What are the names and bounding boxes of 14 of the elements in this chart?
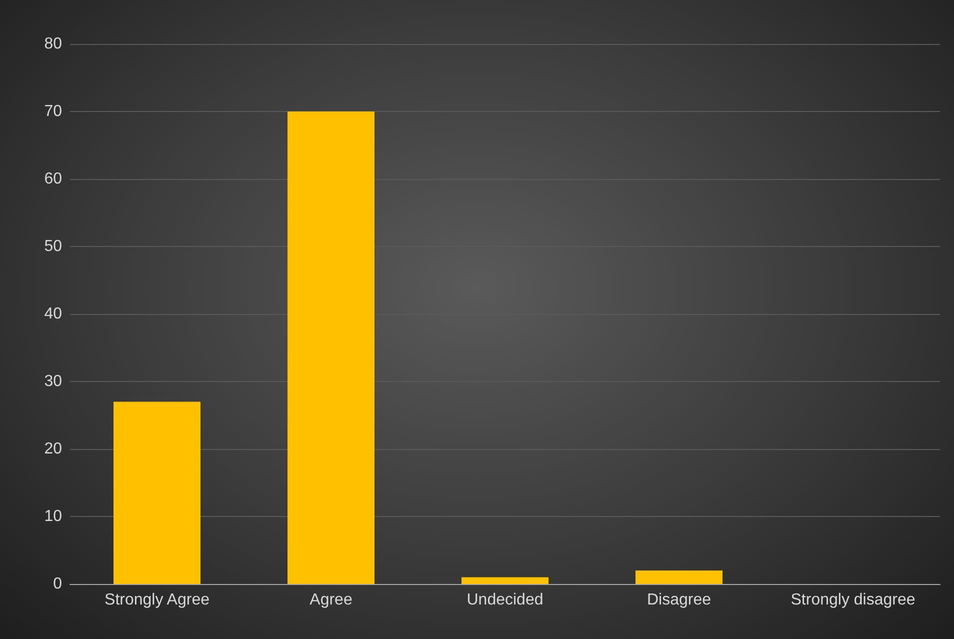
x-tick-label: Undecided — [466, 592, 544, 608]
x-tick-label: Disagree — [646, 592, 712, 608]
x-tick-label: Strongly Agree — [104, 592, 210, 608]
x-tick-label: Agree — [310, 592, 352, 608]
y-tick-label: 40 — [44, 306, 62, 322]
y-tick-label: 30 — [44, 373, 62, 390]
y-tick-label: 50 — [44, 238, 62, 255]
y-tick-label: 80 — [44, 36, 62, 52]
y-tick-label: 10 — [44, 508, 62, 525]
y-tick-label: 60 — [44, 170, 62, 188]
y-tick-label: 20 — [44, 440, 62, 458]
y-tick-label: 0 — [53, 576, 62, 592]
y-tick-label: 70 — [44, 103, 62, 120]
x-tick-label: Strongly disagree — [790, 592, 916, 608]
